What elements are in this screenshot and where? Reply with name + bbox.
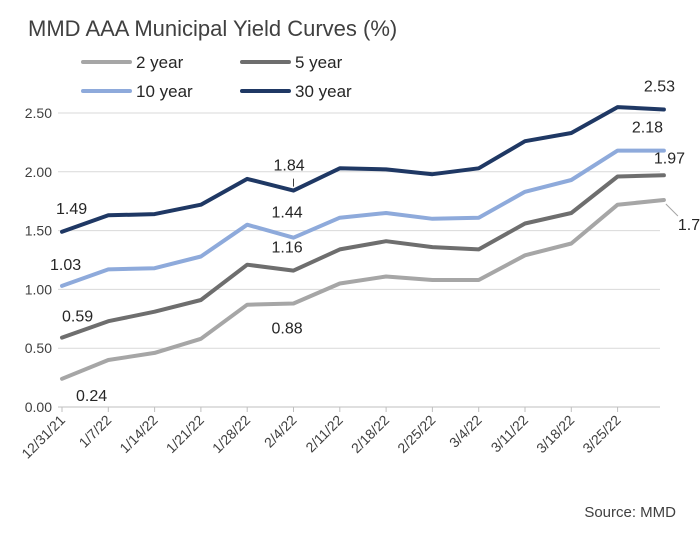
series-line-10-year — [60, 148, 666, 288]
y-tick-label: 1.50 — [25, 223, 52, 239]
data-label: 1.44 — [272, 205, 303, 222]
data-label: 0.59 — [62, 309, 93, 326]
x-axis — [58, 406, 660, 412]
x-tick-label: 1/7/22 — [76, 412, 115, 451]
data-label: 2.18 — [632, 120, 663, 137]
data-label: 1.16 — [272, 240, 303, 257]
gridlines — [58, 112, 660, 349]
x-tick-label: 3/18/22 — [533, 412, 577, 456]
legend-label: 30 year — [295, 82, 352, 101]
y-tick-label: 2.00 — [25, 164, 52, 180]
legend: 2 year 5 year 10 year 30 year — [81, 53, 352, 101]
x-tick-label: 12/31/21 — [18, 412, 68, 462]
series-line-30-year — [60, 105, 666, 234]
series-line-2-year — [60, 198, 666, 381]
x-tick-label: 3/4/22 — [446, 412, 485, 451]
legend-label: 2 year — [136, 53, 184, 72]
y-tick-label: 0.00 — [25, 399, 52, 415]
x-axis-ticks: 12/31/21 1/7/22 1/14/22 1/21/22 1/28/22 2/4/2… — [18, 412, 624, 462]
data-label: 1.97 — [654, 150, 685, 167]
data-label: 1.03 — [50, 257, 81, 274]
source-note: Source: MMD — [584, 504, 676, 521]
data-labels: 0.24 0.88 1.76 0.59 1.16 1.97 1.03 1.44 2.18 1.49… — [50, 78, 700, 404]
x-tick-label: 1/14/22 — [116, 412, 160, 456]
x-tick-label: 1/21/22 — [163, 412, 207, 456]
y-axis-ticks: 0.00 0.50 1.00 1.50 2.00 2.50 — [25, 105, 52, 415]
series-lines — [60, 105, 666, 381]
legend-label: 10 year — [136, 82, 193, 101]
y-tick-label: 1.00 — [25, 281, 52, 297]
x-tick-label: 2/4/22 — [261, 412, 300, 451]
data-label: 1.49 — [56, 201, 87, 218]
series-line-5-year — [60, 173, 666, 340]
data-label: 2.53 — [644, 78, 675, 95]
y-tick-label: 2.50 — [25, 105, 52, 121]
leader-line — [665, 203, 679, 217]
data-label: 1.76 — [678, 217, 700, 234]
data-label: 0.88 — [272, 321, 303, 338]
x-tick-label: 2/25/22 — [394, 412, 438, 456]
data-label: 1.84 — [274, 158, 305, 175]
data-label: 0.24 — [76, 388, 107, 405]
x-tick-label: 2/18/22 — [348, 412, 392, 456]
x-tick-label: 3/25/22 — [579, 412, 623, 456]
x-tick-label: 2/11/22 — [302, 412, 346, 456]
legend-label: 5 year — [295, 53, 343, 72]
y-tick-label: 0.50 — [25, 340, 52, 356]
x-tick-label: 1/28/22 — [209, 412, 253, 456]
chart-title: MMD AAA Municipal Yield Curves (%) — [28, 16, 398, 41]
x-tick-label: 3/11/22 — [488, 412, 532, 456]
